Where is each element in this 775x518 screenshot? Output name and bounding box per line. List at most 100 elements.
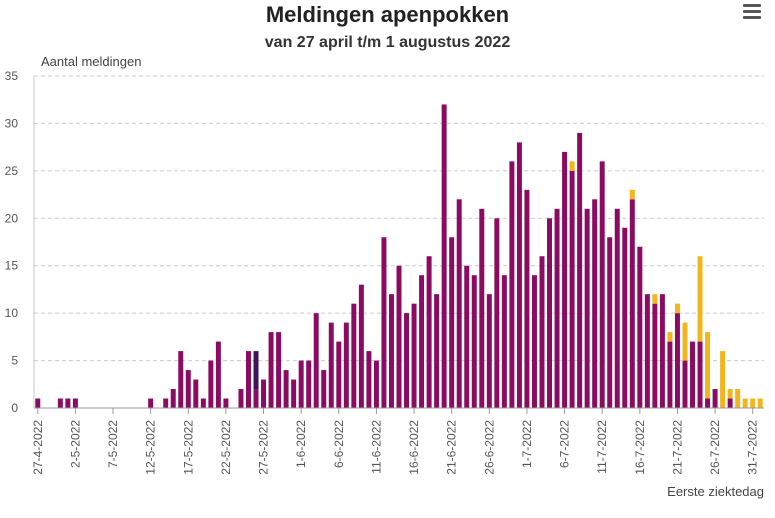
bar-segment[interactable] [584,208,590,408]
bar-segment[interactable] [667,341,673,408]
bar-segment[interactable] [720,351,726,408]
bar-segment[interactable] [644,294,650,408]
bar-segment[interactable] [501,275,507,408]
bar-segment[interactable] [539,256,545,408]
bar-segment[interactable] [261,379,267,408]
x-tick-label: 1-6-2022 [294,420,308,468]
bar-segment[interactable] [388,294,394,408]
bar-segment[interactable] [396,265,402,408]
hamburger-menu-icon[interactable] [743,4,761,20]
bar-segment[interactable] [373,360,379,408]
bar-segment[interactable] [441,104,447,409]
bar-segment[interactable] [419,275,425,408]
bar-segment[interactable] [479,208,485,408]
bar-segment[interactable] [629,199,635,408]
bar-segment[interactable] [735,389,741,408]
bar-segment[interactable] [569,170,575,408]
bar-segment[interactable] [547,218,552,408]
bar-segment[interactable] [471,275,477,408]
bar-segment[interactable] [298,360,304,408]
bar-segment[interactable] [253,351,259,390]
bar-segment[interactable] [185,370,191,408]
bar-segment[interactable] [404,313,410,408]
bar-segment[interactable] [712,389,718,408]
bar-segment[interactable] [750,398,756,408]
bar-segment[interactable] [614,208,620,408]
y-tick-label: 30 [5,116,19,130]
bar-segment[interactable] [57,398,63,408]
bar-segment[interactable] [411,303,417,408]
bar-segment[interactable] [336,341,342,408]
y-tick-label: 20 [5,211,19,225]
bar-segment[interactable] [449,237,455,408]
bar-segment[interactable] [622,227,628,408]
bar-segment[interactable] [652,303,658,408]
bar-segment[interactable] [381,237,387,408]
bar-segment[interactable] [148,398,154,408]
bar-segment[interactable] [697,256,703,342]
bar-segment[interactable] [562,151,568,408]
bar-segment[interactable] [276,332,282,408]
bar-segment[interactable] [524,189,530,408]
bar-segment[interactable] [705,332,711,399]
bar-segment[interactable] [682,322,688,361]
bar-segment[interactable] [727,389,733,399]
bar-segment[interactable] [742,398,748,408]
bar-segment[interactable] [291,379,297,408]
bar-segment[interactable] [238,389,244,408]
bar-segment[interactable] [569,161,575,171]
bar-segment[interactable] [516,142,522,408]
bar-segment[interactable] [464,265,470,408]
bar-segment[interactable] [554,208,560,408]
bar-segment[interactable] [697,341,703,408]
bar-segment[interactable] [193,379,199,408]
bar-segment[interactable] [358,284,364,408]
bar-segment[interactable] [35,398,41,408]
bar-segment[interactable] [727,398,733,408]
bar-segment[interactable] [705,398,711,408]
bar-segment[interactable] [328,322,334,408]
bar-segment[interactable] [659,294,665,408]
bar-segment[interactable] [592,199,598,408]
bar-segment[interactable] [65,398,71,408]
bar-segment[interactable] [599,161,605,408]
bar-segment[interactable] [456,199,462,408]
bar-segment[interactable] [170,389,176,408]
bar-segment[interactable] [306,360,312,408]
bar-segment[interactable] [531,275,537,408]
bar-segment[interactable] [682,360,688,408]
bar-segment[interactable] [178,351,184,408]
bar-segment[interactable] [607,237,613,408]
bar-segment[interactable] [200,398,206,408]
bar-segment[interactable] [667,332,673,342]
bar-segment[interactable] [629,189,635,200]
bar-segment[interactable] [674,303,680,314]
bar-segment[interactable] [637,246,643,408]
bar-segment[interactable] [486,294,492,408]
bar-segment[interactable] [652,294,658,304]
x-tick-label: 1-7-2022 [520,420,534,468]
bar-segment[interactable] [253,389,259,408]
bar-segment[interactable] [223,398,229,408]
bar-segment[interactable] [246,351,251,408]
bar-segment[interactable] [208,360,214,408]
bar-segment[interactable] [366,351,372,408]
bar-segment[interactable] [268,332,274,408]
bar-segment[interactable] [215,341,221,408]
bar-segment[interactable] [674,313,680,408]
bar-segment[interactable] [434,294,440,408]
bar-segment[interactable] [313,313,319,408]
bar-segment[interactable] [343,322,349,408]
bar-segment[interactable] [72,398,78,408]
bar-segment[interactable] [321,370,327,408]
bar-segment[interactable] [757,398,763,408]
y-tick-label: 35 [5,69,19,83]
bar-segment[interactable] [509,161,515,408]
bar-segment[interactable] [163,398,169,408]
bar-segment[interactable] [494,218,500,408]
bar-segment[interactable] [426,256,432,408]
bar-segment[interactable] [283,370,289,408]
bar-segment[interactable] [577,132,583,408]
bar-segment[interactable] [690,341,695,408]
bar-segment[interactable] [351,303,357,408]
